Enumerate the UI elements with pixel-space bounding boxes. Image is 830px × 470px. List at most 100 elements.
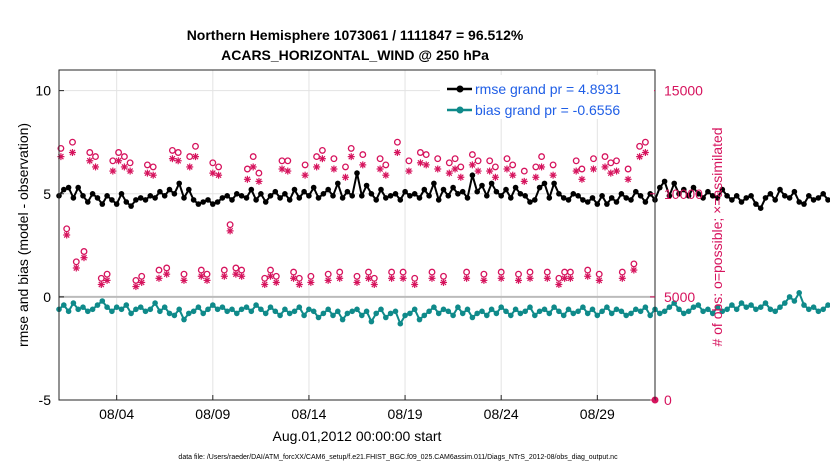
rmse-point <box>171 191 178 197</box>
bias-point <box>623 312 629 319</box>
y-axis-right-label: # of obs: o=possible; ×=assimilated <box>709 127 725 346</box>
rmse-point <box>719 186 726 193</box>
obs-assimilated-marker <box>313 163 321 171</box>
obs-assimilated-stroke <box>550 172 557 179</box>
bias-point <box>700 308 706 315</box>
bias-point <box>556 308 562 315</box>
obs-possible-marker <box>393 138 401 146</box>
obs-possible-marker <box>155 266 163 274</box>
rmse-point <box>320 191 327 197</box>
obs-possible-marker <box>115 149 123 156</box>
rmse-point <box>277 195 283 201</box>
rmse-point <box>431 180 437 187</box>
bias-point <box>589 306 596 313</box>
obs-assimilated-stroke <box>578 176 585 183</box>
obs-assimilated-marker <box>126 167 134 175</box>
rmse-point <box>757 205 764 211</box>
y-axis-right-ticks: 0 5000 10000 15000 <box>650 83 703 408</box>
obs-possible-marker <box>491 163 499 171</box>
obs-assimilated-stroke <box>325 277 332 284</box>
obs-assimilated-stroke <box>371 281 378 288</box>
rmse-point <box>459 188 466 195</box>
rmse-point <box>128 203 134 209</box>
rmse-point <box>743 195 750 201</box>
obs-assimilated-marker <box>272 278 280 286</box>
bias-point <box>123 302 130 308</box>
bias-point <box>142 308 149 315</box>
rmse-point <box>724 193 730 199</box>
obs-assimilated-stroke <box>319 155 326 162</box>
obs-assimilated-stroke <box>98 281 105 288</box>
bias-point <box>186 310 192 317</box>
bias-point <box>363 308 370 315</box>
bias-point <box>459 310 466 317</box>
obs-assimilated-marker <box>365 274 373 282</box>
rmse-point <box>541 180 548 187</box>
rmse-point <box>315 195 322 201</box>
obs-assimilated-marker <box>301 171 309 179</box>
rmse-point <box>80 193 86 199</box>
bias-point <box>642 304 649 311</box>
rmse-point <box>363 182 370 189</box>
obs-possible-marker <box>607 159 615 167</box>
rmse-point <box>580 197 586 203</box>
bias-point <box>772 308 778 315</box>
bias-point <box>335 308 341 315</box>
bias-point <box>474 310 481 317</box>
bias-point <box>536 308 543 315</box>
obs-assimilated-stroke <box>382 172 389 179</box>
obs-assimilated-stroke <box>175 157 182 164</box>
obs-assimilated-marker <box>72 264 80 272</box>
rmse-point <box>248 186 255 193</box>
obs-assimilated-marker <box>336 274 344 282</box>
obs-possible-marker <box>624 165 632 173</box>
bias-point <box>613 306 620 313</box>
bias-point <box>676 306 682 313</box>
bias-point <box>796 290 802 296</box>
obs-possible-marker <box>143 161 151 169</box>
obs-assimilated-stroke <box>156 275 162 282</box>
rmse-point <box>123 199 130 205</box>
rmse-point <box>556 191 562 197</box>
obs-assimilated-stroke <box>215 172 222 179</box>
obs-possible-marker <box>416 149 424 156</box>
bias-point <box>262 310 269 317</box>
obs-assimilated-marker <box>174 157 182 165</box>
bias-point <box>801 302 807 308</box>
bias-point <box>488 306 495 313</box>
obs-assimilated-stroke <box>544 275 551 282</box>
obs-assimilated-stroke <box>480 277 487 284</box>
obs-assimilated-marker <box>115 157 123 165</box>
rmse-point <box>575 193 581 199</box>
bias-point <box>378 306 384 313</box>
obs-assimilated-marker <box>578 175 586 183</box>
obs-assimilated-stroke <box>296 281 303 288</box>
bias-point <box>277 312 283 319</box>
rmse-point <box>61 186 67 193</box>
obs-possible-marker <box>613 157 620 165</box>
obs-assimilated-stroke <box>92 163 99 170</box>
rmse-point <box>623 195 629 201</box>
rmse-point <box>152 195 158 201</box>
obs-assimilated-marker <box>422 161 430 169</box>
bias-point <box>61 302 67 308</box>
obs-possible-marker <box>445 159 453 167</box>
obs-assimilated-marker <box>411 281 419 288</box>
rmse-point <box>469 172 476 178</box>
bias-point <box>421 312 428 319</box>
bias-point <box>782 300 788 306</box>
rmse-point <box>825 197 830 203</box>
obs-assimilated-marker <box>589 165 597 173</box>
obs-possible-marker <box>120 153 128 161</box>
obs-assimilated-marker <box>80 254 88 262</box>
rmse-point <box>527 199 533 205</box>
bias-point <box>387 310 394 317</box>
y-left-tick-label: 0 <box>43 289 51 305</box>
rmse-point <box>666 193 673 199</box>
y-left-tick-label: 5 <box>43 186 51 202</box>
rmse-point <box>113 201 120 207</box>
obs-assimilated-stroke <box>284 168 291 175</box>
obs-assimilated-stroke <box>359 161 366 168</box>
obs-assimilated-marker <box>63 231 71 239</box>
rmse-point <box>498 193 505 199</box>
